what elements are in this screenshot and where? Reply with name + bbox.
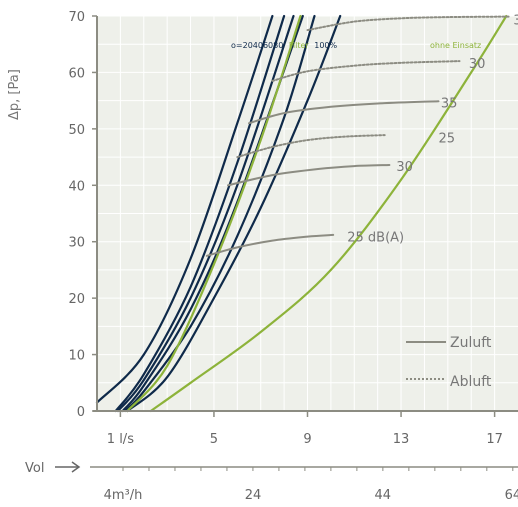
filter-label-text: o=20406080 (231, 41, 283, 50)
y-tick-label: 70 (68, 10, 85, 25)
y-tick-label: 30 (68, 236, 85, 251)
series-line-zuluft-10 (248, 100, 440, 125)
svg-text:o=20406080 Filter: o=20406080 Filter 100% (231, 41, 338, 50)
series-line-filter-4 (124, 14, 316, 413)
x-tick-label: 13 (393, 432, 410, 447)
x2-tick-label: 4m³/h (104, 488, 143, 503)
y-tick-label: 50 (68, 123, 85, 138)
series-line-filter-1 (114, 14, 286, 413)
curve-annotation: 35 (513, 13, 518, 28)
curve-annotation: 35 (441, 96, 458, 111)
y-tick-label: 10 (68, 349, 85, 364)
series-line-filter-5 (126, 14, 342, 413)
curve-annotation: 25 dB(A) (347, 231, 404, 246)
x2-tick-label: 64 (505, 488, 518, 503)
y-tick-label: 40 (68, 179, 85, 194)
series-line-filter-2 (116, 14, 295, 413)
x-tick-label: 9 (303, 432, 311, 447)
curve-annotation: 30 (469, 57, 486, 72)
secondary-axis: Vol (25, 461, 81, 476)
y-tick-label: 60 (68, 66, 85, 81)
x2-tick-label: 24 (245, 488, 262, 503)
series-line-abluft-11 (236, 134, 386, 159)
ohne-einsatz-label: ohne Einsatz (430, 41, 481, 50)
filter-series-label: o=20406080 Filter 100% (231, 41, 338, 50)
series-line-zuluft-8 (205, 233, 335, 257)
curves: 25 dB(A) 30 25 35 30 35 (95, 13, 518, 413)
curve-annotation: 25 (438, 131, 455, 146)
y-tick-label: 20 (68, 292, 85, 307)
x-tick-label: 17 (486, 432, 503, 447)
vol-label: Vol (25, 461, 44, 476)
filter-label-green: Filter (289, 41, 310, 50)
series-line-abluft-13 (306, 15, 510, 32)
legend-zuluft-label: Zuluft (450, 335, 492, 351)
x2-tick-label: 44 (375, 488, 392, 503)
grid (97, 15, 518, 411)
arrow-right-icon (55, 461, 81, 473)
y-tick-label: 0 (77, 405, 85, 420)
x-tick-label: 5 (210, 432, 218, 447)
filter-label-percent: 100% (314, 41, 337, 50)
y-axis-label: Δp, [Pa] (7, 69, 22, 120)
series-line-filter100-6 (126, 14, 302, 413)
legend-abluft-label: Abluft (450, 374, 492, 390)
axes: 0 10 20 30 40 50 60 70 1 l/s 5 9 13 17 4m³/h 24 44 64 (68, 10, 518, 503)
series-line-zuluft-9 (227, 164, 391, 187)
series-line-filter-0 (95, 14, 274, 404)
legend: Zuluft Abluft (406, 335, 492, 390)
series-line-ohne-7 (149, 14, 508, 413)
curve-annotation: 30 (396, 160, 413, 175)
series-line-abluft-12 (271, 60, 461, 82)
x-tick-label: 1 l/s (107, 432, 134, 447)
